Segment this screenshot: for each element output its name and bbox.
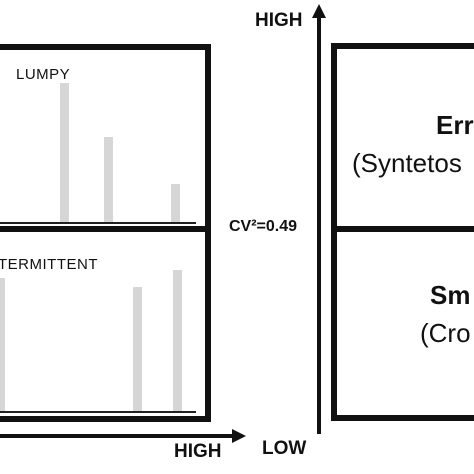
intermittent-baseline <box>0 411 196 413</box>
x-axis-line <box>0 434 234 438</box>
intermittent-bar-3 <box>173 270 182 411</box>
smooth-title: Sm <box>430 280 471 310</box>
y-axis-line <box>317 16 321 434</box>
y-axis-low-label: LOW <box>262 438 307 459</box>
intermittent-bar-2 <box>133 287 142 411</box>
lumpy-label: LUMPY <box>16 66 71 83</box>
left-quadrant-panel <box>0 44 211 422</box>
erratic-subtitle: (Syntetos <box>352 148 462 178</box>
smooth-subtitle: (Cro <box>420 318 471 348</box>
left-panel-divider <box>0 226 211 232</box>
lumpy-baseline <box>0 222 196 224</box>
intermittent-label: TERMITTENT <box>0 256 98 273</box>
cv2-threshold-label: CV²=0.49 <box>229 218 298 235</box>
x-axis-high-label: HIGH <box>174 441 222 462</box>
lumpy-bar-1 <box>60 83 69 222</box>
lumpy-bar-3 <box>171 184 180 222</box>
intermittent-bar-1 <box>0 278 5 411</box>
erratic-title: Err <box>436 110 474 140</box>
y-axis-arrowhead-icon <box>312 4 326 18</box>
right-panel-divider <box>331 226 474 232</box>
x-axis-arrowhead-icon <box>232 429 246 443</box>
y-axis-high-label: HIGH <box>255 10 303 31</box>
lumpy-bar-2 <box>104 137 113 222</box>
right-quadrant-panel <box>331 43 474 421</box>
